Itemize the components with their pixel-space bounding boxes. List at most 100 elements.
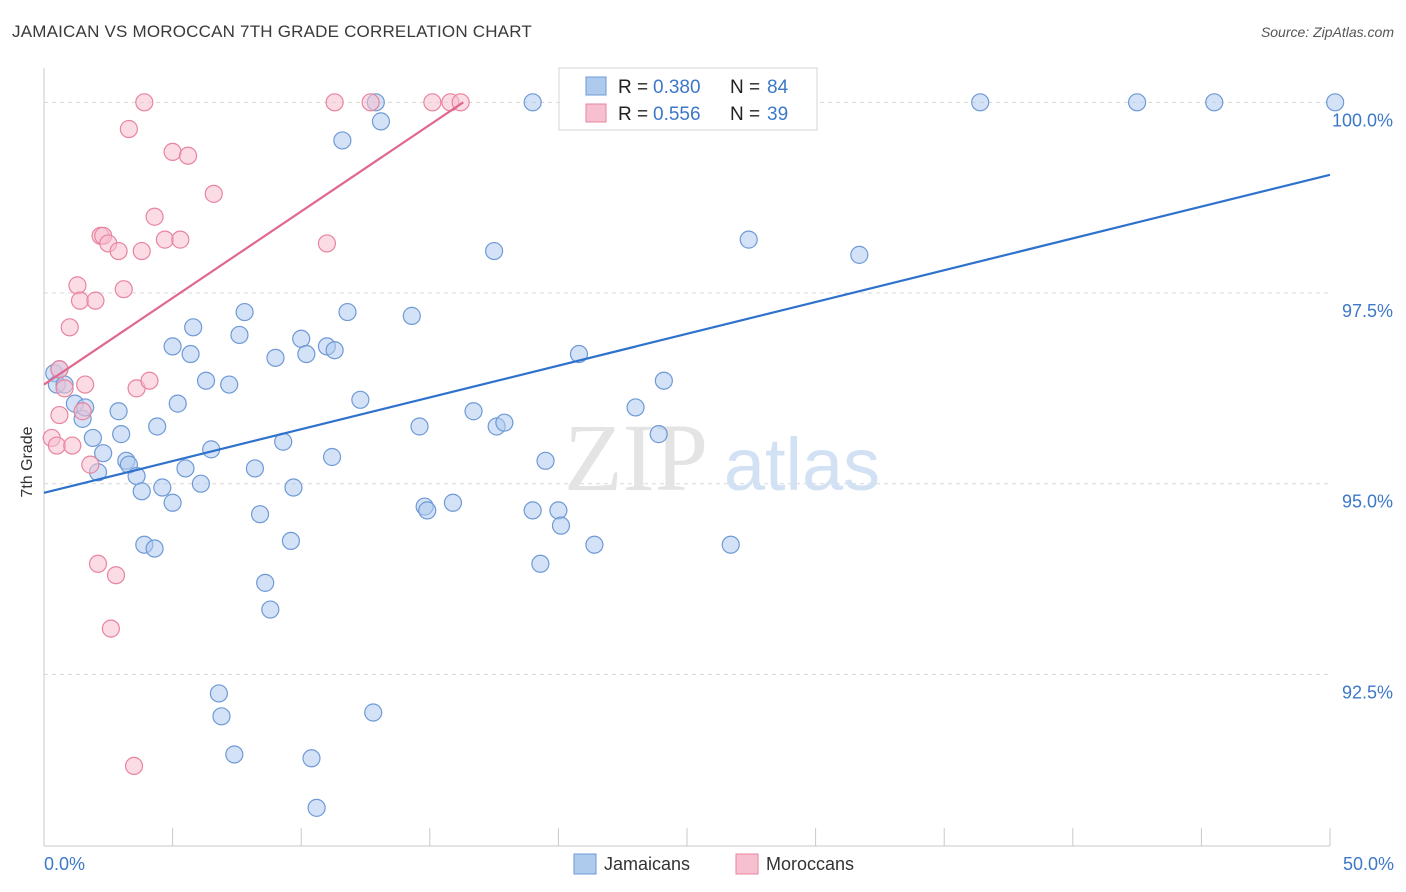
moroccan-point: [114, 280, 133, 299]
jamaican-point: [94, 444, 113, 463]
moroccan-point: [178, 146, 198, 165]
jamaican-point: [184, 318, 203, 337]
moroccan-r-label: R =: [618, 104, 648, 125]
y-axis-label: 7th Grade: [19, 426, 36, 497]
jamaican-point: [402, 306, 421, 325]
jamaican-point: [307, 798, 326, 817]
jamaican-point: [626, 398, 645, 417]
trend-lines: [43, 101, 1331, 494]
jamaican-point: [163, 337, 182, 356]
jamaican-point: [971, 93, 990, 112]
moroccan-point: [47, 436, 66, 455]
jamaican-point: [212, 707, 231, 726]
watermark-zip: ZIP: [564, 404, 708, 511]
jamaican-point: [325, 341, 344, 360]
jamaican-point: [443, 493, 463, 512]
moroccan-point: [132, 241, 151, 261]
jamaican-point: [654, 371, 673, 390]
jamaican-point: [551, 516, 571, 535]
moroccan-point: [155, 230, 174, 249]
moroccan-point: [361, 93, 380, 112]
jamaican-point: [176, 459, 195, 478]
jamaican-point: [322, 447, 342, 467]
jamaican-point: [536, 451, 555, 470]
jamaican-point: [132, 482, 151, 501]
jamaican-point: [495, 413, 514, 432]
moroccan-point: [317, 234, 337, 253]
jamaican-point: [485, 241, 504, 261]
jamaican-point: [112, 425, 131, 444]
jamaican-point: [209, 684, 228, 703]
jamaican-point: [850, 245, 869, 264]
moroccan-point: [163, 142, 182, 162]
moroccan-n-value: 39: [767, 104, 788, 125]
jamaican-point: [531, 554, 550, 573]
jamaican-point: [266, 348, 285, 367]
moroccan-point: [60, 318, 79, 337]
jamaican-point: [235, 302, 254, 322]
legend-moroccans-label: Moroccans: [766, 854, 854, 874]
watermark-atlas: atlas: [724, 423, 880, 506]
legend-jamaicans-swatch: [573, 853, 597, 875]
moroccan-point: [81, 455, 100, 474]
y-tick-label: 92.5%: [1342, 682, 1393, 702]
moroccan-point: [63, 436, 82, 455]
jamaican-point: [181, 344, 200, 364]
jamaican-point: [153, 478, 172, 497]
moroccan-point: [106, 566, 126, 585]
jamaican-point: [418, 501, 437, 520]
series-moroccans: [42, 93, 470, 776]
moroccan-trend-line: [43, 101, 464, 386]
jamaican-point: [168, 394, 187, 413]
jamaican-r-label: R =: [618, 77, 648, 98]
jamaican-point: [585, 535, 604, 554]
jamaican-point: [333, 131, 352, 150]
jamaican-point: [196, 371, 216, 390]
moroccan-point: [135, 93, 154, 112]
jamaican-point: [338, 302, 357, 322]
jamaican-point: [371, 112, 391, 131]
jamaican-legend-swatch: [585, 76, 607, 96]
moroccan-point: [145, 207, 164, 226]
jamaican-point: [549, 501, 568, 520]
x-ticks: [43, 828, 1331, 846]
jamaican-point: [739, 230, 758, 249]
moroccan-r-value: 0.556: [653, 104, 701, 125]
jamaican-n-value: 84: [767, 77, 789, 98]
jamaican-point: [261, 600, 280, 619]
jamaican-point: [1127, 93, 1147, 112]
moroccan-point: [423, 93, 442, 112]
x-tick-label-min: 0.0%: [44, 854, 85, 874]
legend-jamaicans-label: Jamaicans: [604, 854, 690, 874]
moroccan-point: [171, 230, 190, 249]
jamaican-point: [281, 531, 301, 551]
jamaican-point: [245, 459, 265, 478]
stats-legend: R = 0.380 N = 84 R = 0.556 N = 39: [558, 67, 818, 131]
jamaican-point: [225, 745, 244, 764]
chart-title: JAMAICAN VS MOROCCAN 7TH GRADE CORRELATI…: [12, 22, 532, 41]
y-tick-label: 95.0%: [1342, 492, 1393, 512]
moroccan-point: [50, 405, 69, 425]
jamaican-point: [191, 474, 210, 493]
jamaican-point: [523, 93, 542, 112]
jamaican-point: [302, 749, 321, 768]
jamaican-point: [148, 417, 167, 436]
jamaican-point: [220, 375, 239, 394]
jamaican-point: [1205, 93, 1224, 112]
jamaican-point: [163, 493, 182, 512]
moroccan-point: [76, 375, 95, 394]
moroccan-point: [204, 184, 223, 203]
jamaican-point: [109, 402, 128, 421]
moroccan-point: [55, 379, 74, 398]
jamaican-point: [364, 703, 383, 722]
jamaican-point: [83, 428, 102, 448]
jamaican-point: [256, 573, 275, 592]
moroccan-point: [124, 756, 144, 776]
moroccan-point: [109, 241, 128, 261]
jamaican-point: [464, 402, 483, 421]
moroccan-point: [86, 291, 105, 310]
y-tick-label: 100.0%: [1332, 110, 1393, 130]
jamaican-point: [523, 501, 542, 520]
y-tick-label: 97.5%: [1342, 301, 1393, 321]
